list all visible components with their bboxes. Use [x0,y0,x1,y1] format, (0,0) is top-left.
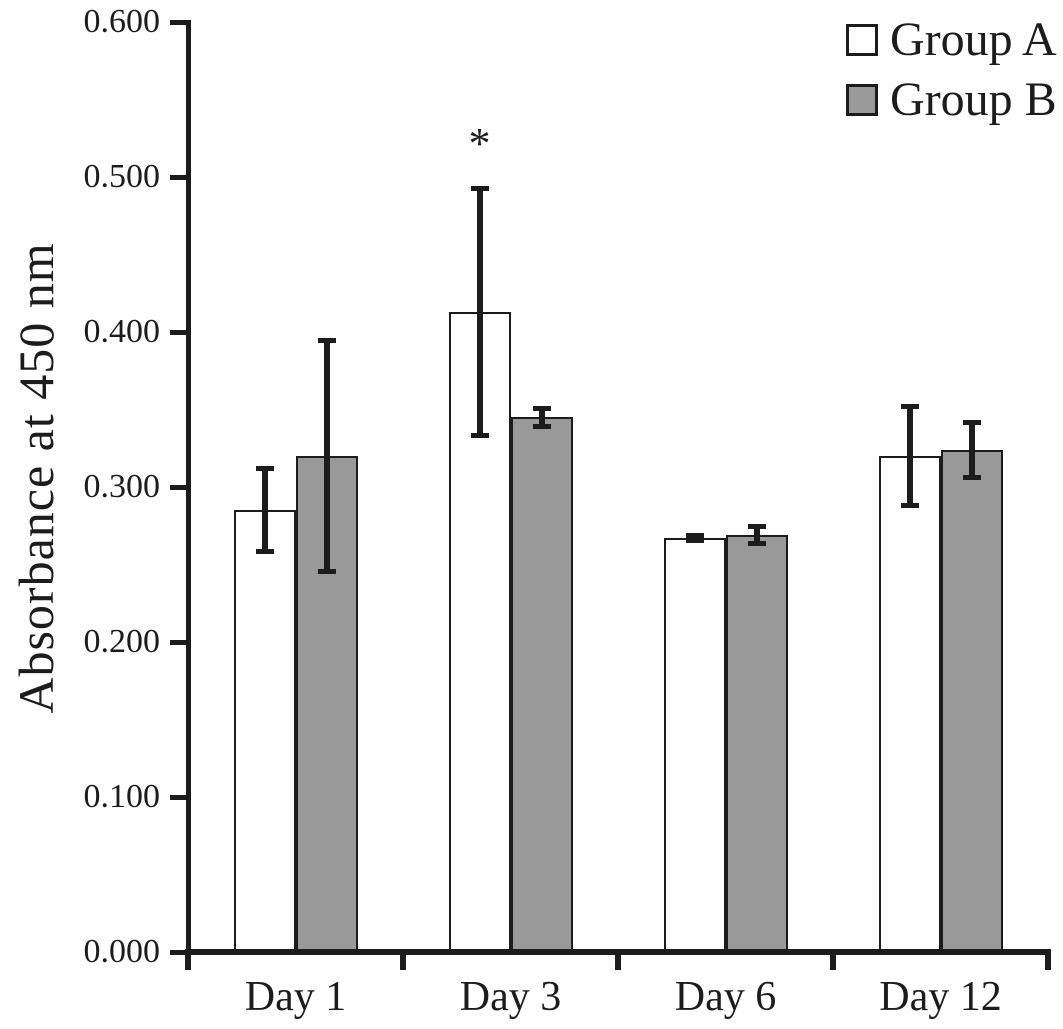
error-bar [261,468,268,553]
error-bar-cap-bottom [317,569,336,575]
y-tick [170,174,188,180]
x-tick [1045,950,1051,970]
x-tick [185,950,191,970]
legend-item-group-a: Group A [846,10,1057,70]
y-tick-label: 0.300 [83,468,161,505]
y-tick-label: 0.500 [83,158,161,195]
x-tick [615,950,621,970]
error-bar-cap-bottom [532,423,551,429]
y-tick [170,19,188,25]
error-bar-cap-top [685,533,704,539]
error-bar-cap-top [317,337,336,343]
error-bar [476,187,483,436]
legend-swatch-group-b [846,84,878,116]
y-tick-label: 0.100 [83,778,161,815]
error-bar [323,339,330,573]
x-category-label: Day 12 [879,974,1002,1020]
error-bar [906,406,913,506]
y-tick-label: 0.600 [83,3,161,40]
error-bar-cap-bottom [685,538,704,544]
error-bar-cap-top [532,405,551,411]
y-tick [170,639,188,645]
legend-item-group-b: Group B [846,70,1057,130]
y-axis [186,20,191,970]
error-bar-cap-bottom [962,474,981,480]
significance-asterisk: * [468,119,491,169]
legend-label-group-b: Group B [890,73,1057,126]
bar-group-b [940,449,1003,954]
y-tick [170,794,188,800]
error-bar [753,525,760,545]
bar-group-b [725,535,788,954]
x-category-label: Day 3 [459,974,562,1020]
error-bar-cap-top [900,404,919,410]
y-tick [170,949,188,955]
error-bar-cap-bottom [900,502,919,508]
x-category-label: Day 6 [674,974,777,1020]
y-tick-label: 0.400 [83,313,161,350]
error-bar-cap-bottom [255,549,274,555]
legend-label-group-a: Group A [890,13,1057,66]
error-bar-cap-top [255,466,274,472]
error-bar [968,421,975,478]
bar-group-b [510,417,573,954]
error-bar-cap-bottom [747,541,766,547]
bar-group-a [663,538,726,954]
error-bar-cap-bottom [470,432,489,438]
x-category-label: Day 1 [244,974,347,1020]
y-tick-label: 0.200 [83,623,161,660]
error-bar [538,407,545,427]
y-tick [170,329,188,335]
y-tick [170,484,188,490]
legend-swatch-group-a [846,24,878,56]
error-bar-cap-top [962,419,981,425]
bar-group-a [233,510,296,954]
y-tick-label: 0.000 [83,933,161,970]
bar-group-a [878,456,941,954]
legend: Group A Group B [846,10,1057,130]
error-bar [691,535,698,542]
x-tick [830,950,836,970]
x-tick [400,950,406,970]
error-bar-cap-top [747,523,766,529]
error-bar-cap-top [470,185,489,191]
